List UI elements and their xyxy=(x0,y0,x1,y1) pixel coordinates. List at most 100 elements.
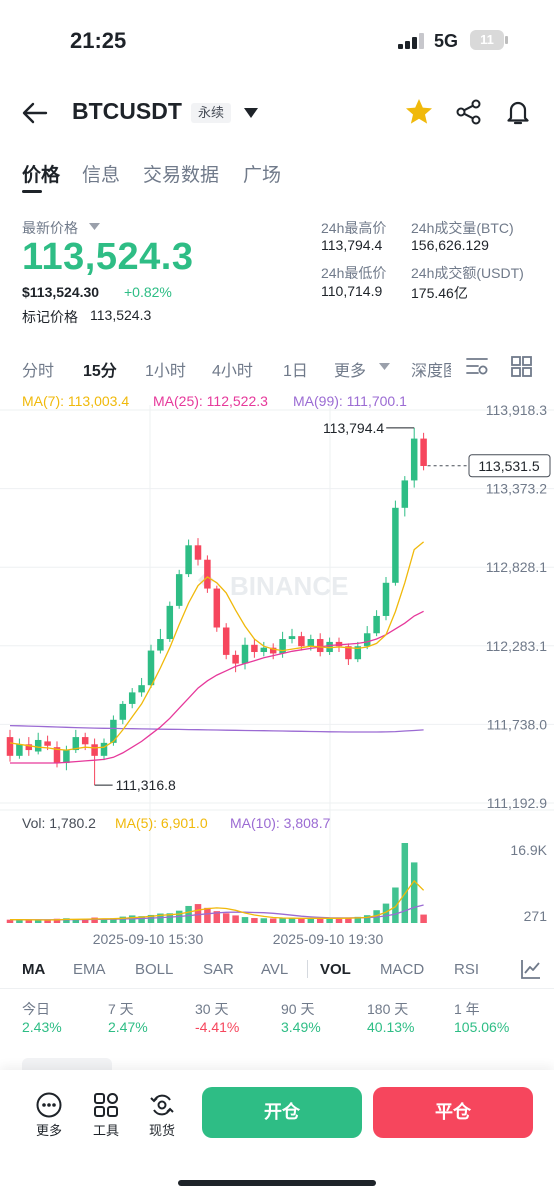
layout-grid-icon[interactable] xyxy=(511,356,532,377)
indicator-macd[interactable]: MACD xyxy=(380,961,425,978)
candle-body xyxy=(44,741,51,746)
battery-icon xyxy=(470,30,504,50)
ma25-line xyxy=(10,610,424,764)
home-indicator xyxy=(178,1180,376,1186)
y-axis-label: 112,828.1 xyxy=(486,559,547,575)
interval-1h[interactable]: 1小时 xyxy=(145,363,186,380)
perf-value-180d: 40.13% xyxy=(367,1019,415,1035)
candle-body xyxy=(401,480,409,508)
perf-value-30d: -4.41% xyxy=(195,1019,240,1035)
spot-icon[interactable] xyxy=(149,1092,175,1118)
candle-body xyxy=(16,744,23,756)
tab-square[interactable]: 广场 xyxy=(243,165,282,186)
tool-tools[interactable]: 工具 xyxy=(92,1123,119,1138)
tab-info[interactable]: 信息 xyxy=(82,165,121,186)
volume-btc: 156,626.129 xyxy=(411,237,489,253)
latest-price-caret-icon[interactable] xyxy=(89,223,100,231)
interval-more[interactable]: 更多 xyxy=(334,363,367,380)
candle-body xyxy=(128,692,136,704)
candle-body xyxy=(204,559,211,589)
volume-bar xyxy=(279,918,286,923)
cellular-signal-icon xyxy=(398,33,424,49)
candle-body xyxy=(222,627,230,655)
indicator-ma[interactable]: MA xyxy=(22,961,46,978)
indicator-vol[interactable]: VOL xyxy=(320,961,351,978)
indicator-rsi[interactable]: RSI xyxy=(454,961,480,978)
more-intervals-caret-icon[interactable] xyxy=(379,363,390,371)
tool-more[interactable]: 更多 xyxy=(35,1123,62,1138)
candle-body xyxy=(279,639,286,654)
chevron-down-icon[interactable] xyxy=(243,106,259,120)
volume-bar xyxy=(269,918,277,923)
perf-value-7d: 2.47% xyxy=(108,1019,148,1035)
open-position-button[interactable]: 开仓 xyxy=(202,1087,362,1138)
candle-body xyxy=(316,639,324,653)
candle-body xyxy=(194,545,202,560)
high-marker-label: 113,794.4 xyxy=(323,420,384,436)
tab-trading-data[interactable]: 交易数据 xyxy=(143,165,220,186)
notification-bell-icon[interactable] xyxy=(503,97,533,127)
indicator-sar[interactable]: SAR xyxy=(203,961,234,978)
interval-timeline[interactable]: 分时 xyxy=(22,363,55,380)
interval-depth[interactable]: 深度图 xyxy=(411,363,451,380)
volume-bar xyxy=(138,916,145,923)
candle-body xyxy=(382,582,390,616)
battery-cap xyxy=(505,36,508,44)
y-axis-label: 111,192.9 xyxy=(487,795,547,811)
volume-bar xyxy=(382,903,390,923)
candle-body xyxy=(213,588,221,628)
indicator-settings-icon[interactable] xyxy=(466,356,488,376)
vol-ma10-legend: MA(10): 3,808.7 xyxy=(230,815,331,831)
volume-bar xyxy=(222,913,230,923)
low-24h-label: 24h最低价 xyxy=(321,265,387,281)
volume-top-label: 16.9K xyxy=(510,842,547,858)
share-icon[interactable] xyxy=(455,98,483,126)
tab-price[interactable]: 价格 xyxy=(22,165,61,186)
y-axis-label: 111,738.0 xyxy=(487,716,547,732)
indicator-ema[interactable]: EMA xyxy=(73,961,106,978)
volume-bar xyxy=(251,918,258,923)
volume-bar xyxy=(213,911,221,923)
candle-body xyxy=(410,438,418,481)
volume-bar xyxy=(63,918,70,923)
close-position-button[interactable]: 平仓 xyxy=(373,1087,533,1138)
interval-1d[interactable]: 1日 xyxy=(283,363,308,380)
volume-bar xyxy=(232,915,239,923)
volume-bar xyxy=(166,913,174,923)
back-arrow-icon[interactable] xyxy=(20,98,50,128)
price-chart[interactable]: BINANCE 113,918.3 113,373.2 112,828.1 112,28… xyxy=(0,405,554,950)
perf-divider xyxy=(0,988,554,989)
interval-4h[interactable]: 4小时 xyxy=(212,363,253,380)
more-circle-icon[interactable] xyxy=(36,1092,62,1118)
volume-bar xyxy=(157,913,164,923)
candle-body xyxy=(110,719,117,743)
indicator-avl[interactable]: AVL xyxy=(261,961,289,978)
perf-value-1y: 105.06% xyxy=(454,1019,510,1035)
indicator-chart-icon[interactable] xyxy=(520,958,542,980)
volume-bar xyxy=(44,919,51,923)
x-axis-label: 2025-09-10 19:30 xyxy=(273,931,384,947)
perf-label-30d: 30 天 xyxy=(195,1001,229,1017)
interval-15m[interactable]: 15分 xyxy=(83,363,117,380)
candle-body xyxy=(81,737,89,745)
volume-bar xyxy=(345,917,352,923)
tools-grid-icon[interactable] xyxy=(93,1092,119,1118)
volume-bar xyxy=(307,918,315,923)
candle-body xyxy=(6,737,14,756)
indicator-boll[interactable]: BOLL xyxy=(135,961,174,978)
volume-bar xyxy=(53,918,61,923)
candle-body xyxy=(241,644,249,664)
symbol-title[interactable]: BTCUSDT xyxy=(72,98,182,124)
volume-bar xyxy=(110,918,117,923)
candle-body xyxy=(138,685,145,693)
favorite-star-icon[interactable] xyxy=(404,97,434,127)
latest-price-label: 最新价格 xyxy=(22,220,78,236)
candle-body xyxy=(354,646,362,660)
volume-usdt-label: 24h成交额(USDT) xyxy=(411,265,524,281)
candle-body xyxy=(185,545,192,575)
volume-bar xyxy=(100,919,108,923)
candle-body xyxy=(53,747,61,764)
tool-spot[interactable]: 现货 xyxy=(148,1123,175,1138)
latest-price: 113,524.3 xyxy=(22,236,194,278)
low-marker-label: 111,316.8 xyxy=(116,777,176,793)
